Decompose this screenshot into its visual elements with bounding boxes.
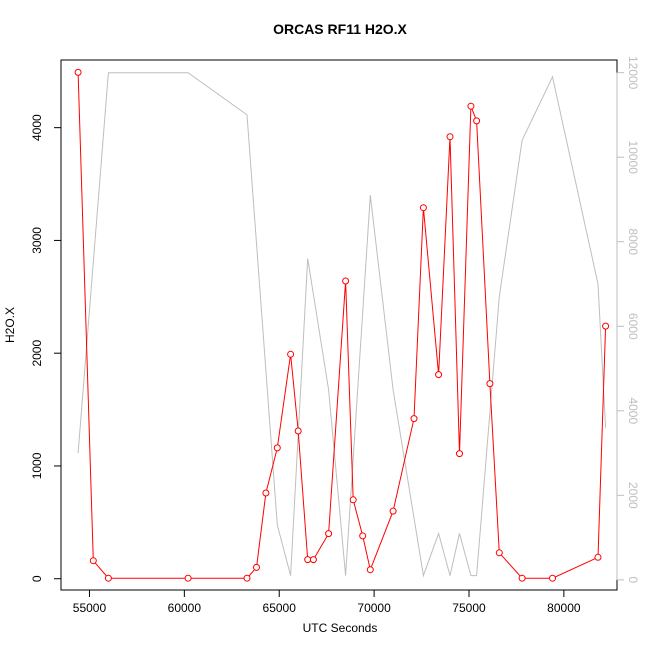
data-point — [366, 566, 374, 574]
data-point — [549, 574, 556, 582]
data-point — [253, 563, 260, 571]
data-point — [594, 553, 602, 561]
data-point — [486, 380, 494, 388]
y2-tick-label: 12000 — [626, 56, 640, 90]
x-tick-label: 75000 — [452, 601, 486, 615]
y2-tick-label: 10000 — [626, 141, 640, 175]
y-axis-left: 0 1000 2000 3000 4000 — [30, 114, 62, 582]
data-point — [104, 574, 112, 582]
data-point — [435, 371, 443, 379]
data-point — [89, 557, 97, 565]
data-point — [473, 117, 481, 125]
secondary-series-line — [77, 72, 607, 578]
y-axis-label: H2O.X — [3, 307, 17, 343]
y-tick-label: 2000 — [30, 340, 44, 367]
data-point — [309, 556, 317, 564]
y2-tick-label: 0 — [626, 577, 640, 584]
data-point — [325, 530, 333, 538]
data-point — [184, 574, 192, 582]
data-point — [410, 415, 418, 423]
data-point — [602, 322, 610, 330]
data-point — [342, 277, 350, 285]
data-point — [495, 549, 503, 557]
data-point — [359, 532, 367, 540]
chart-title: ORCAS RF11 H2O.X — [273, 21, 407, 37]
y-tick-label: 4000 — [30, 114, 44, 141]
y2-tick-label: 4000 — [626, 397, 640, 424]
y-axis-right: 0 2000 4000 6000 8000 10000 12000 — [616, 56, 640, 584]
y-tick-label: 0 — [30, 575, 44, 582]
primary-series-line — [77, 72, 607, 579]
x-tick-label: 55000 — [73, 601, 107, 615]
data-point — [349, 496, 357, 504]
secondary-series — [77, 72, 607, 578]
data-point — [273, 444, 281, 452]
data-point — [287, 350, 295, 358]
x-tick-label: 60000 — [168, 601, 202, 615]
y-tick-label: 1000 — [30, 452, 44, 479]
x-axis-label: UTC Seconds — [303, 621, 378, 635]
y2-tick-label: 2000 — [626, 482, 640, 509]
data-point — [518, 574, 526, 582]
x-tick-label: 70000 — [357, 601, 391, 615]
y2-tick-label: 6000 — [626, 313, 640, 340]
data-point — [467, 102, 475, 110]
data-point — [74, 68, 82, 76]
x-tick-label: 65000 — [263, 601, 297, 615]
data-point — [294, 427, 302, 435]
primary-series — [74, 68, 610, 582]
data-point — [446, 133, 454, 141]
y-tick-label: 3000 — [30, 227, 44, 254]
data-point — [389, 507, 397, 515]
data-point — [243, 574, 251, 582]
data-point — [419, 204, 427, 212]
y2-tick-label: 8000 — [626, 228, 640, 255]
data-point — [456, 450, 463, 458]
x-axis: 55000 60000 65000 70000 75000 80000 — [73, 589, 581, 615]
x-tick-label: 80000 — [547, 601, 581, 615]
data-point — [304, 556, 312, 564]
plot-frame — [60, 59, 618, 591]
data-point — [262, 489, 270, 497]
